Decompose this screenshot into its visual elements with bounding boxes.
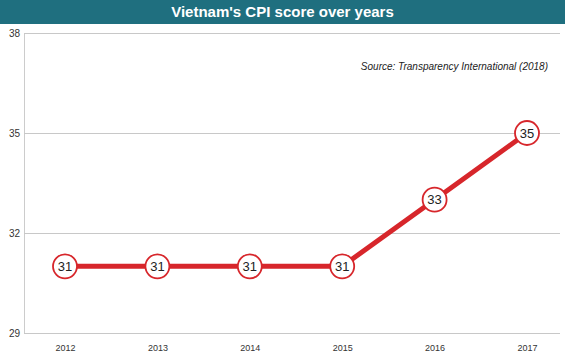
x-tick: 2015 <box>333 333 353 353</box>
grid-line <box>24 233 560 234</box>
marker <box>330 254 354 278</box>
data-label: 35 <box>520 126 534 141</box>
data-label: 31 <box>243 259 257 274</box>
x-axis: 2012 2013 2014 2015 2016 2017 <box>55 333 537 353</box>
marker <box>238 254 262 278</box>
annotation: Source: Transparency International (2018… <box>361 61 548 72</box>
x-tick: 2017 <box>517 333 537 353</box>
grid-line <box>24 33 560 34</box>
data-label: 31 <box>335 259 349 274</box>
data-labels: 31 31 31 31 33 35 <box>58 126 534 274</box>
title: Vietnam's CPI score over years <box>171 3 394 20</box>
marker <box>53 254 77 278</box>
x-tick-label: 2017 <box>517 343 537 353</box>
x-tick-label: 2013 <box>148 343 168 353</box>
data-label: 33 <box>427 192 441 207</box>
chart: Vietnam's CPI score over years 29 32 35 38 20… <box>0 0 565 359</box>
plot-area <box>53 121 539 278</box>
x-tick-label: 2012 <box>55 343 75 353</box>
y-tick-label: 29 <box>9 328 21 339</box>
marker <box>145 254 169 278</box>
x-tick: 2013 <box>148 333 168 353</box>
line <box>65 133 527 266</box>
y-tick: 38 <box>9 28 560 39</box>
x-tick: 2012 <box>55 333 75 353</box>
y-axis: 29 32 35 38 <box>9 28 560 339</box>
data-label: 31 <box>58 259 72 274</box>
y-tick-label: 35 <box>9 128 21 139</box>
x-axis-line <box>66 333 528 334</box>
x-tick: 2014 <box>240 333 260 353</box>
grid-line <box>24 133 560 134</box>
x-tick-label: 2016 <box>425 343 445 353</box>
grid-line <box>24 333 560 334</box>
y-tick-label: 32 <box>9 228 21 239</box>
marker <box>423 188 447 212</box>
x-tick-label: 2014 <box>240 343 260 353</box>
y-tick: 35 <box>9 128 560 139</box>
marker <box>515 121 539 145</box>
y-axis-line <box>25 34 561 334</box>
y-tick: 29 <box>9 328 560 339</box>
x-tick-label: 2015 <box>333 343 353 353</box>
header-bar <box>0 0 565 24</box>
data-label: 31 <box>150 259 164 274</box>
y-tick: 32 <box>9 228 560 239</box>
y-tick-label: 38 <box>9 28 21 39</box>
x-tick: 2016 <box>425 333 445 353</box>
